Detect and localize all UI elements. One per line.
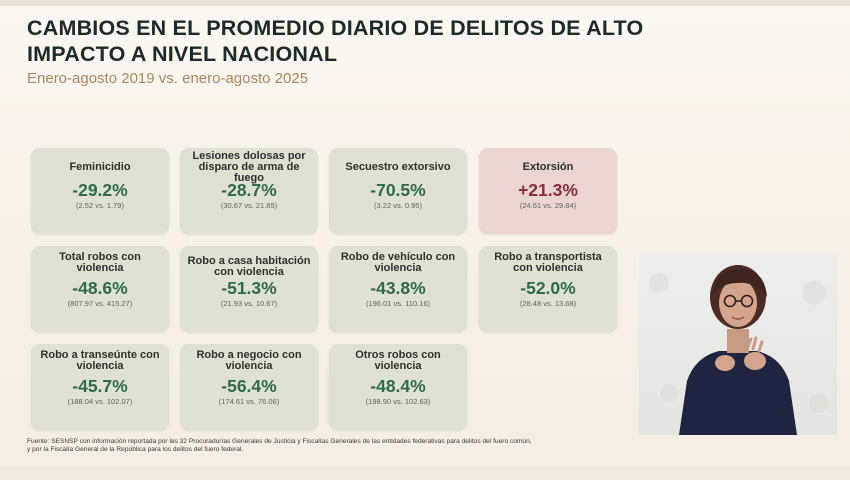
crime-comparison: (30.67 vs. 21.85) bbox=[220, 201, 278, 210]
crime-name: Robo a transeúnte con violencia bbox=[40, 349, 160, 372]
crime-change-percent: -45.7% bbox=[72, 376, 128, 396]
source-note: Fuente: SESNSP con información reportada… bbox=[27, 438, 627, 454]
crime-comparison: (3.22 vs. 0.95) bbox=[374, 201, 422, 210]
source-line-1: Fuente: SESNSP con información reportada… bbox=[27, 438, 532, 445]
crime-change-percent: -28.7% bbox=[221, 180, 277, 200]
crime-card-robo-negocio: Robo a negocio con violencia -56.4% (174… bbox=[180, 344, 318, 430]
crime-name: Robo a negocio con violencia bbox=[196, 349, 302, 372]
bottom-band bbox=[0, 465, 850, 480]
crime-card-otros-robos: Otros robos con violencia -48.4% (198.90… bbox=[329, 344, 467, 430]
crime-name: Feminicidio bbox=[69, 161, 131, 173]
crime-card-total-robos: Total robos con violencia -48.6% (807.97… bbox=[31, 246, 169, 332]
crime-change-percent: -70.5% bbox=[370, 180, 426, 200]
crime-comparison: (174.61 vs. 76.06) bbox=[218, 397, 280, 406]
crime-change-percent: -43.8% bbox=[370, 278, 426, 298]
crime-change-percent: -52.0% bbox=[520, 278, 576, 298]
crime-change-percent: -51.3% bbox=[221, 278, 277, 298]
crime-change-percent: -48.4% bbox=[370, 376, 426, 396]
crime-change-percent: -29.2% bbox=[72, 180, 128, 200]
crime-card-robo-transeunte: Robo a transeúnte con violencia -45.7% (… bbox=[31, 344, 169, 430]
crime-card-feminicidio: Feminicidio -29.2% (2.52 vs. 1.79) bbox=[31, 148, 169, 234]
crime-name: Otros robos con violencia bbox=[355, 349, 441, 372]
crime-comparison: (28.48 vs. 13.68) bbox=[519, 299, 577, 308]
crime-name: Robo a casa habitación con violencia bbox=[187, 255, 311, 278]
crime-card-secuestro: Secuestro extorsivo -70.5% (3.22 vs. 0.9… bbox=[329, 148, 467, 234]
crime-change-percent: -56.4% bbox=[221, 376, 277, 396]
crime-comparison: (21.93 vs. 10.67) bbox=[220, 299, 278, 308]
crime-name: Secuestro extorsivo bbox=[345, 161, 451, 173]
crime-comparison: (198.90 vs. 102.63) bbox=[365, 397, 431, 406]
crime-comparison: (807.97 vs. 415.27) bbox=[67, 299, 133, 308]
slide-title: CAMBIOS EN EL PROMEDIO DIARIO DE DELITOS… bbox=[27, 16, 644, 66]
crime-comparison: (2.52 vs. 1.79) bbox=[76, 201, 124, 210]
crime-comparison: (196.01 vs. 110.16) bbox=[365, 299, 431, 308]
crime-card-lesiones: Lesiones dolosas por disparo de arma de … bbox=[180, 148, 318, 234]
crime-name: Robo de vehículo con violencia bbox=[340, 251, 456, 274]
crime-comparison: (188.04 vs. 102.07) bbox=[67, 397, 133, 406]
crime-card-robo-transportista: Robo a transportista con violencia -52.0… bbox=[479, 246, 617, 332]
sign-language-interpreter-video bbox=[639, 253, 837, 435]
interpreter-figure-image bbox=[639, 253, 837, 435]
crime-change-percent: -48.6% bbox=[72, 278, 128, 298]
slide-subtitle: Enero-agosto 2019 vs. enero-agosto 2025 bbox=[27, 70, 309, 87]
source-line-2: y por la Fiscalía General de la Repúblic… bbox=[27, 446, 244, 454]
crime-name: Total robos con violencia bbox=[59, 251, 141, 274]
top-frame bbox=[0, 0, 850, 6]
crime-comparison: (24.61 vs. 29.84) bbox=[519, 201, 577, 210]
crime-change-percent: +21.3% bbox=[518, 180, 578, 200]
crime-card-extorsion: Extorsión +21.3% (24.61 vs. 29.84) bbox=[479, 148, 617, 234]
crime-name: Robo a transportista con violencia bbox=[494, 251, 602, 274]
crime-name: Lesiones dolosas por disparo de arma de … bbox=[192, 150, 306, 184]
crime-card-robo-casa: Robo a casa habitación con violencia -51… bbox=[180, 246, 318, 332]
crime-name: Extorsión bbox=[522, 161, 574, 173]
crime-card-robo-vehiculo: Robo de vehículo con violencia -43.8% (1… bbox=[329, 246, 467, 332]
